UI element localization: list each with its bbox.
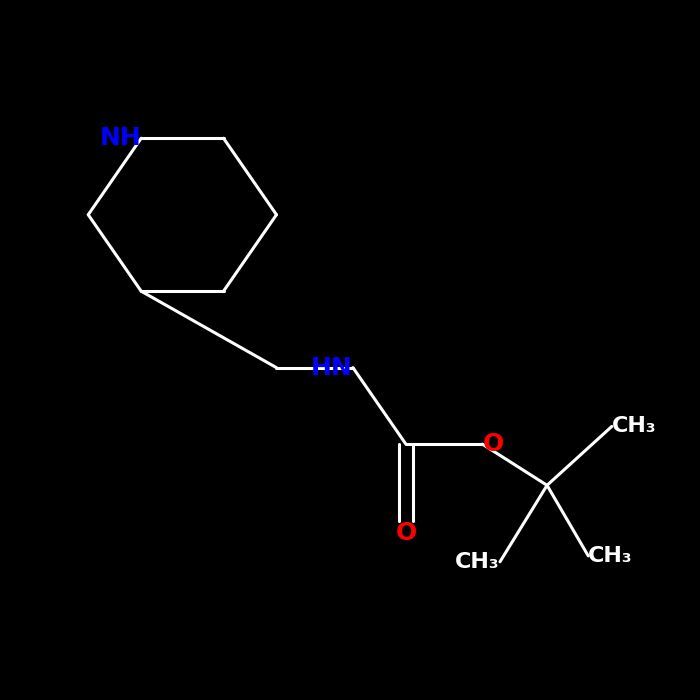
Text: O: O [395,521,416,545]
Text: NH: NH [99,126,141,150]
Text: HN: HN [312,356,353,379]
Text: O: O [482,432,503,456]
Text: CH₃: CH₃ [612,416,657,437]
Text: CH₃: CH₃ [588,546,633,566]
Text: CH₃: CH₃ [456,552,500,572]
